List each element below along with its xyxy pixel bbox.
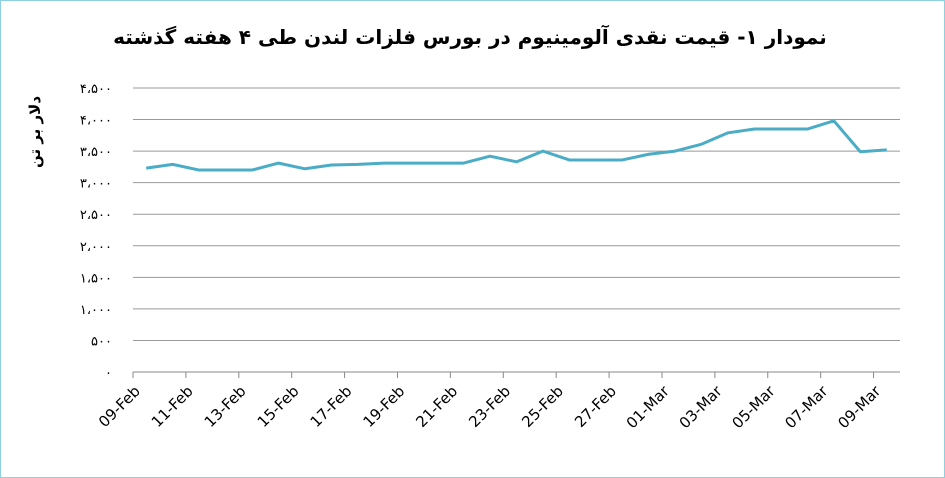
data-line [146, 119, 887, 172]
y-tick-label: ۴،۰۰۰ [80, 114, 112, 129]
y-tick-label: ۲،۵۰۰ [80, 208, 112, 223]
y-tick-label: ۴،۵۰۰ [80, 82, 112, 97]
y-tick-label: ۳،۵۰۰ [80, 145, 112, 160]
y-tick-label: ۲،۰۰۰ [80, 240, 112, 255]
y-tick-label: ۵۰۰ [91, 334, 112, 349]
y-tick-label: ۳،۰۰۰ [80, 177, 112, 192]
y-tick-label: ۰ [105, 366, 112, 381]
y-tick-label: ۱،۰۰۰ [80, 303, 112, 318]
y-axis-label: دلار بر تن [26, 96, 44, 168]
chart-title: نمودار ۱- قیمت نقدی آلومینیوم در بورس فل… [113, 24, 827, 49]
y-tick-label: ۱،۵۰۰ [80, 271, 112, 286]
